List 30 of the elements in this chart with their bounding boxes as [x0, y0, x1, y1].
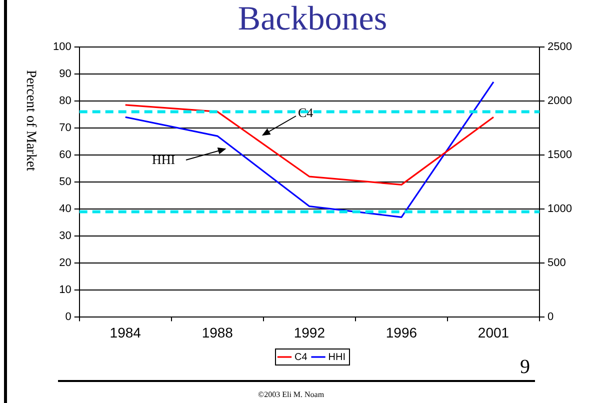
y2-tick-label: 2500: [548, 40, 572, 53]
x-tick-label: 1988: [202, 324, 234, 340]
annotation: HHI: [152, 152, 176, 168]
y2-tick-label: 500: [548, 257, 566, 270]
annotation: C4: [298, 105, 314, 121]
y-tick-label: 80: [59, 94, 72, 107]
y-tick-label: 30: [59, 230, 72, 242]
x-tick-label: 1996: [386, 324, 418, 340]
y2-tick-label: 1500: [548, 148, 572, 161]
x-tick-label: 1984: [110, 324, 142, 340]
y2-tick-label: 0: [548, 311, 554, 324]
y-tick-label: 0: [65, 311, 72, 324]
y2-tick-label: 1000: [548, 203, 572, 216]
legend-label: HHI: [328, 352, 346, 363]
y-tick-label: 10: [59, 284, 72, 296]
text: ©2003 Eli M. Noam: [258, 390, 324, 399]
y-tick-label: 90: [59, 68, 72, 80]
chart-title: Backbones: [238, 0, 388, 38]
y-tick-label: 20: [59, 257, 72, 270]
y-tick-label: 50: [59, 176, 72, 188]
x-tick-label: 2001: [478, 324, 510, 340]
legend-label: C4: [294, 352, 308, 363]
y-axis-title: Percent of Market: [22, 70, 38, 172]
y2-tick-label: 2000: [548, 94, 572, 107]
y-tick-label: 40: [59, 203, 72, 216]
text: 9: [520, 356, 530, 379]
y-tick-label: 100: [52, 40, 72, 53]
x-tick-label: 1992: [294, 324, 326, 340]
y-tick-label: 70: [59, 122, 72, 134]
y-tick-label: 60: [59, 148, 72, 161]
